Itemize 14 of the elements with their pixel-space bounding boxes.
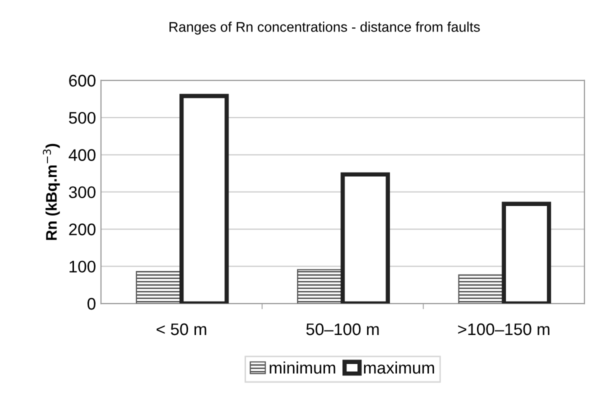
legend-label: maximum bbox=[364, 361, 434, 374]
y-tick-label: 500 bbox=[68, 112, 96, 124]
y-tick-label: 300 bbox=[68, 186, 96, 198]
y-tick-label: 0 bbox=[88, 298, 96, 310]
y-tick-label: 100 bbox=[70, 260, 96, 273]
x-tick-label: >100–150 m bbox=[458, 323, 550, 336]
y-axis-title: Rn (kBq.m$^{−3}$) bbox=[42, 144, 60, 240]
chart-title: Ranges of Rn concentrations - distance from faults bbox=[170, 22, 480, 35]
x-tick-label: < 50 m bbox=[156, 323, 206, 336]
y-tick-label: 200 bbox=[69, 224, 96, 236]
y-tick-label: 400 bbox=[68, 149, 96, 161]
y-tick-label: 600 bbox=[69, 74, 96, 87]
x-tick-label: 50–100 m bbox=[306, 323, 379, 336]
legend-label: minimum bbox=[270, 361, 336, 374]
